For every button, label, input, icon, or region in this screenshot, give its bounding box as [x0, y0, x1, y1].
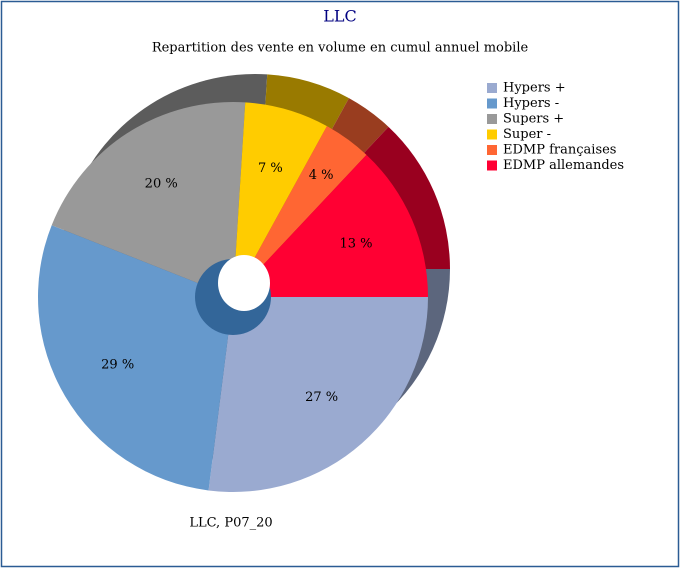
chart-footer: LLC, P07_20: [189, 516, 272, 531]
legend-label: EDMP françaises: [503, 143, 616, 158]
data-label: 20 %: [145, 176, 178, 191]
legend-swatch: [487, 114, 497, 124]
data-label: 29 %: [101, 358, 134, 373]
legend-swatch: [487, 145, 497, 155]
legend-label: Super -: [503, 127, 551, 142]
legend-swatch: [487, 129, 497, 140]
slice: [233, 102, 327, 297]
chart-subtitle: Repartition des vente en volume en cumul…: [152, 41, 529, 56]
legend-swatch: [487, 98, 497, 109]
slice: [51, 101, 246, 297]
legend-label: EDMP allemandes: [503, 158, 624, 173]
slice: [38, 225, 233, 491]
legend-label: Supers +: [503, 112, 564, 127]
data-label: 27 %: [305, 390, 338, 405]
chart-title: LLC: [323, 7, 357, 26]
slice: [233, 126, 367, 297]
data-label: 4 %: [309, 168, 334, 183]
data-label: 13 %: [339, 236, 372, 251]
legend-swatch: [487, 160, 497, 171]
slice: [208, 297, 428, 492]
legend-label: Hypers +: [503, 81, 566, 96]
slice: [233, 154, 428, 297]
data-label: 7 %: [258, 161, 283, 176]
hole: [218, 255, 270, 311]
legend-swatch: [487, 83, 497, 93]
legend-label: Hypers -: [503, 96, 559, 111]
